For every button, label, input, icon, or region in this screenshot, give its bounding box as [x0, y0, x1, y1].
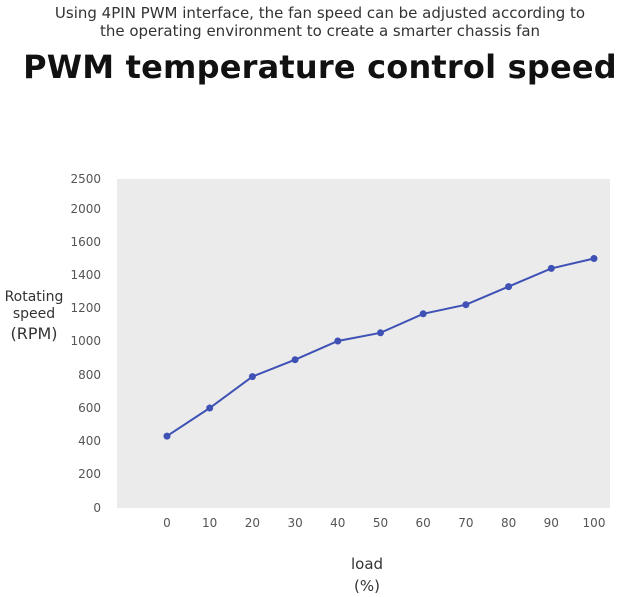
y-tick-label: 0	[93, 501, 101, 515]
y-tick-label: 1400	[70, 268, 101, 282]
x-tick-label: 90	[544, 516, 559, 530]
x-axis-label-line-1: load	[350, 555, 384, 573]
x-tick-label: 40	[330, 516, 345, 530]
x-tick-label: 30	[287, 516, 302, 530]
x-axis-label-unit: (%)	[354, 577, 380, 595]
y-axis-label-line-1: Rotating	[4, 289, 64, 305]
data-point	[462, 301, 470, 309]
series-points	[163, 255, 598, 440]
data-point	[248, 373, 256, 381]
data-point	[419, 310, 427, 318]
data-point	[547, 264, 555, 272]
y-tick-label: 2500	[70, 172, 101, 186]
subtitle-line-2: the operating environment to create a sm…	[99, 22, 541, 40]
x-tick-label: 20	[245, 516, 260, 530]
x-tick-label: 10	[202, 516, 217, 530]
y-axis-label-unit: (RPM)	[10, 324, 58, 343]
y-tick-label: 400	[78, 434, 101, 448]
data-point	[163, 432, 171, 440]
x-tick-label: 80	[501, 516, 516, 530]
y-axis-ticks: 0 200 400 600 800 1000 1200 1400 1600 2000 2500	[70, 172, 101, 515]
y-tick-label: 800	[78, 368, 101, 382]
x-tick-label: 50	[373, 516, 388, 530]
data-point	[505, 283, 513, 291]
chart-subtitle: Using 4PIN PWM interface, the fan speed …	[0, 4, 640, 40]
data-point	[377, 329, 384, 337]
plot-area	[117, 179, 610, 508]
chart-title: PWM temperature control speed	[23, 48, 617, 86]
data-point	[291, 356, 299, 364]
x-axis-ticks: 0 10 20 30 40 50 60 70 80 90 100	[163, 516, 605, 530]
y-tick-label: 1000	[70, 334, 101, 348]
y-tick-label: 200	[78, 467, 101, 481]
y-tick-label: 2000	[70, 202, 101, 216]
data-point	[334, 337, 342, 345]
data-point	[206, 404, 214, 412]
data-point	[590, 255, 598, 262]
y-axis-label-line-2: speed	[12, 306, 56, 322]
y-tick-label: 600	[78, 401, 101, 415]
y-tick-label: 1200	[70, 301, 101, 315]
y-axis-label: Rotating speed (RPM)	[0, 289, 68, 345]
x-axis-label: load (%)	[300, 553, 434, 597]
x-tick-label: 100	[583, 516, 606, 530]
x-tick-label: 60	[416, 516, 431, 530]
x-tick-label: 70	[458, 516, 473, 530]
y-tick-label: 1600	[70, 235, 101, 249]
x-tick-label: 0	[163, 516, 171, 530]
subtitle-line-1: Using 4PIN PWM interface, the fan speed …	[54, 4, 586, 22]
